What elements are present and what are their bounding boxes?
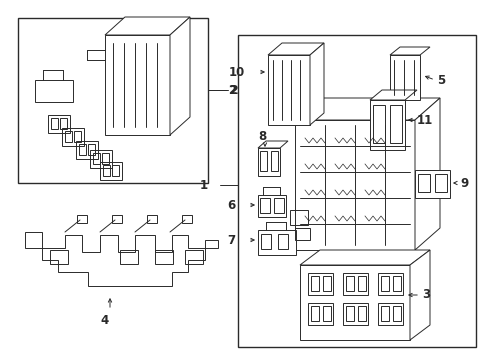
Bar — [289, 210, 307, 225]
Polygon shape — [258, 230, 295, 255]
Bar — [155, 250, 173, 264]
Bar — [88, 144, 95, 155]
Bar — [112, 215, 122, 223]
Polygon shape — [414, 98, 439, 250]
Polygon shape — [389, 47, 429, 55]
Bar — [60, 118, 67, 129]
Bar — [103, 165, 110, 176]
Polygon shape — [258, 195, 285, 217]
Bar — [120, 250, 138, 264]
Text: 4: 4 — [101, 314, 109, 327]
Polygon shape — [369, 100, 404, 150]
Bar — [90, 150, 112, 168]
Bar — [182, 215, 192, 223]
Polygon shape — [299, 250, 429, 265]
Bar — [392, 276, 400, 291]
Bar — [357, 276, 365, 291]
Bar — [93, 153, 100, 164]
Bar — [48, 115, 70, 133]
Polygon shape — [294, 98, 439, 120]
Text: 6: 6 — [226, 198, 235, 212]
Polygon shape — [25, 232, 218, 286]
Polygon shape — [267, 55, 309, 125]
Polygon shape — [409, 250, 429, 340]
Bar — [323, 306, 330, 321]
Text: 1: 1 — [200, 179, 207, 192]
Bar — [307, 273, 332, 295]
Bar — [380, 276, 388, 291]
Polygon shape — [170, 17, 190, 135]
Text: 9: 9 — [459, 176, 468, 189]
Bar — [372, 105, 384, 143]
Bar — [380, 306, 388, 321]
Bar — [278, 234, 287, 249]
Polygon shape — [309, 43, 324, 125]
Text: 8: 8 — [257, 130, 265, 143]
Bar — [50, 250, 68, 264]
Polygon shape — [105, 35, 170, 135]
Polygon shape — [105, 17, 190, 35]
Bar — [307, 303, 332, 325]
Polygon shape — [369, 90, 416, 100]
Bar — [35, 80, 73, 102]
Bar — [100, 162, 122, 180]
Text: 5: 5 — [436, 73, 445, 86]
Text: 2: 2 — [227, 84, 236, 96]
Bar — [294, 228, 309, 240]
Bar — [62, 128, 84, 146]
Bar — [323, 276, 330, 291]
Text: 7: 7 — [226, 234, 235, 247]
Polygon shape — [258, 141, 287, 148]
Bar — [310, 306, 318, 321]
Bar — [342, 273, 367, 295]
Bar — [270, 151, 278, 171]
Bar — [389, 105, 401, 143]
Polygon shape — [414, 170, 449, 198]
Bar — [310, 276, 318, 291]
Bar — [392, 306, 400, 321]
Polygon shape — [267, 43, 324, 55]
Bar — [342, 303, 367, 325]
Bar — [65, 131, 72, 142]
Polygon shape — [389, 55, 419, 100]
Polygon shape — [299, 265, 409, 340]
Bar — [346, 276, 353, 291]
Bar — [74, 131, 81, 142]
Bar — [238, 35, 475, 347]
Bar — [260, 151, 266, 171]
Bar — [79, 144, 86, 155]
Text: 3: 3 — [421, 288, 429, 302]
Bar — [184, 250, 203, 264]
Bar — [417, 174, 429, 192]
Bar — [346, 306, 353, 321]
Bar — [147, 215, 157, 223]
Bar — [112, 165, 119, 176]
Bar — [18, 18, 207, 183]
Bar — [77, 215, 87, 223]
Bar — [377, 273, 402, 295]
Text: 10: 10 — [228, 66, 244, 78]
Bar — [51, 118, 58, 129]
Bar — [102, 153, 109, 164]
Text: 11: 11 — [416, 113, 432, 126]
Bar — [76, 141, 98, 159]
Bar — [261, 234, 270, 249]
Bar — [377, 303, 402, 325]
Bar — [273, 198, 284, 213]
Bar — [357, 306, 365, 321]
Bar — [260, 198, 269, 213]
Bar — [434, 174, 446, 192]
Text: 2: 2 — [229, 84, 238, 96]
Polygon shape — [294, 120, 414, 250]
Polygon shape — [258, 148, 280, 176]
